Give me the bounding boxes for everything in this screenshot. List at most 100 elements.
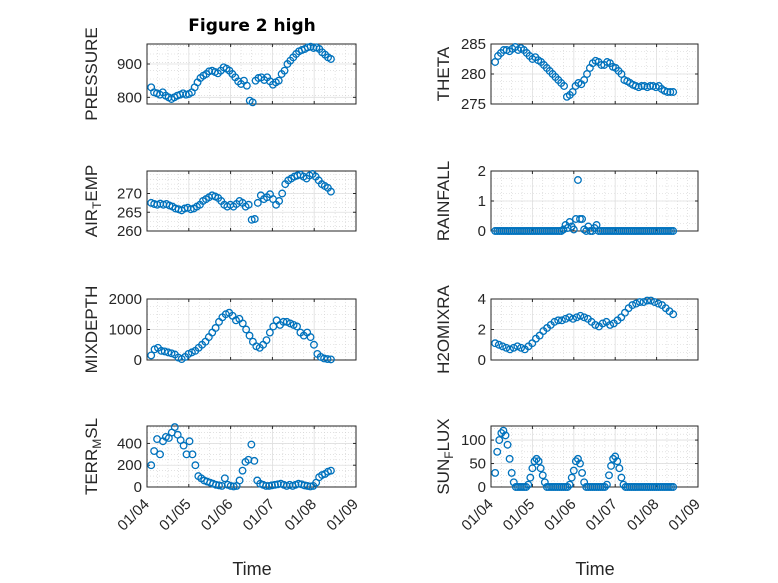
data-point (229, 482, 238, 491)
y-axis-label: H2OMIXRA (434, 284, 453, 373)
data-point (565, 480, 574, 489)
data-point (323, 355, 332, 364)
data-point (563, 483, 572, 491)
data-point (491, 339, 500, 348)
data-point (580, 478, 589, 487)
data-point (573, 454, 582, 463)
data-point (164, 348, 173, 357)
data-point (250, 215, 259, 223)
data-point (185, 437, 194, 446)
data-point (188, 450, 197, 459)
data-point (247, 215, 256, 224)
data-point (554, 316, 563, 325)
y-tick-label: 285 (461, 36, 486, 53)
data-point (578, 468, 587, 477)
data-point (250, 456, 259, 465)
data-point (605, 471, 613, 480)
data-point (293, 322, 301, 331)
data-point (326, 355, 335, 364)
data-point (495, 436, 504, 445)
data-point (498, 342, 507, 351)
y-tick-label: 1 (478, 193, 486, 210)
data-point (669, 483, 678, 491)
data-point (639, 298, 648, 306)
y-tick-label: 0 (478, 223, 486, 240)
y-tick-label: 270 (117, 186, 142, 203)
data-point (167, 349, 176, 358)
data-point (628, 301, 637, 310)
data-point (211, 324, 220, 332)
data-point (494, 340, 503, 349)
data-point (571, 457, 580, 466)
y-axis-label: AIRTEMP (82, 165, 104, 238)
data-point (669, 227, 678, 235)
y-tick-label: 260 (117, 223, 142, 240)
data-point (567, 473, 576, 482)
y-axis-label: SUNFLUX (434, 418, 456, 494)
data-point (666, 88, 675, 96)
data-point (609, 454, 618, 463)
data-point (572, 313, 581, 322)
data-point (265, 328, 274, 337)
data-point (576, 459, 584, 468)
data-point (499, 426, 508, 435)
data-point (532, 454, 541, 463)
data-point (310, 340, 318, 349)
data-point (273, 480, 282, 489)
data-point (220, 474, 229, 483)
data-point (242, 81, 251, 90)
data-point (517, 343, 526, 352)
data-point (509, 478, 518, 487)
data-point (569, 466, 578, 475)
data-point (646, 82, 655, 90)
data-point (280, 66, 289, 75)
axes-frame (146, 170, 357, 232)
y-axis-label: THETA (434, 46, 453, 101)
data-point (559, 225, 568, 234)
data-point (505, 454, 514, 463)
data-point (326, 466, 335, 475)
data-point (669, 310, 678, 319)
data-point (191, 461, 200, 470)
data-point (245, 331, 254, 340)
y-axis-label: TERRMSL (82, 418, 104, 495)
data-point (507, 468, 516, 477)
data-point (150, 447, 159, 456)
data-point (303, 481, 312, 490)
data-point (540, 478, 549, 487)
data-point (491, 468, 500, 477)
y-tick-label: 400 (117, 435, 142, 452)
data-point (606, 320, 615, 329)
data-point (156, 450, 164, 459)
data-point (499, 46, 508, 54)
data-point (557, 316, 566, 325)
data-point (242, 325, 251, 334)
data-point (182, 450, 191, 459)
y-tick-label: 280 (461, 66, 486, 83)
y-axis-label: RAINFALL (434, 161, 453, 241)
data-point (613, 457, 622, 466)
y-tick-label: 0 (478, 479, 486, 496)
y-tick-label: 1000 (109, 322, 142, 339)
data-point (497, 429, 506, 437)
data-point (147, 461, 156, 470)
y-tick-label: 100 (461, 432, 486, 449)
data-point (569, 225, 578, 234)
data-point (663, 88, 672, 96)
data-point (561, 314, 570, 323)
data-point (569, 314, 577, 323)
data-point (637, 82, 646, 90)
axes-frame (490, 425, 699, 488)
data-point (643, 296, 652, 305)
y-tick-label: 2 (478, 163, 486, 180)
data-point (617, 473, 626, 482)
data-point (226, 481, 235, 490)
data-point (557, 227, 566, 235)
data-point (565, 218, 574, 226)
data-point (501, 431, 510, 440)
data-point (528, 464, 537, 473)
data-point (170, 423, 179, 432)
data-point (534, 457, 543, 466)
data-point (580, 313, 589, 322)
